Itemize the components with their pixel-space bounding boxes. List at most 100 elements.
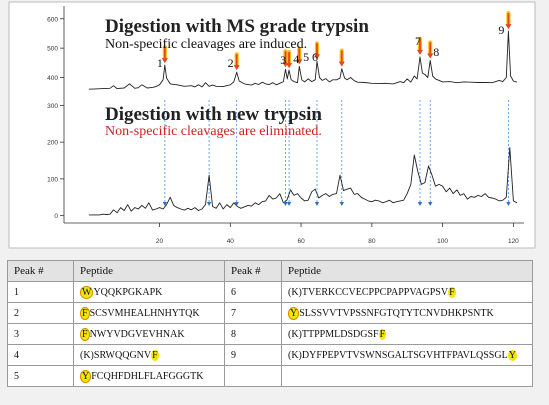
- table-row: 4 (K)SRWQQGNVF 9 (K)DYFPEPVTVSWNSGALTSGV…: [7, 344, 533, 366]
- peak-number: 8: [224, 323, 282, 345]
- peptide-sequence: (K)SRWQQGNVF: [73, 344, 225, 366]
- peak-label: 2: [228, 56, 234, 70]
- panel-bottom-heading: Digestion with new trypsin: [105, 104, 322, 125]
- peak-label: 5: [303, 50, 309, 64]
- panel-bottom-subtitle: Non-specific cleavages are eliminated.: [105, 124, 322, 139]
- blue-marker: [506, 202, 511, 206]
- header-peak-left: Peak #: [7, 260, 74, 282]
- axes: 400 500 600 0 100 200 300 20 40 60 80 100 120: [47, 6, 524, 245]
- y-tick-label: 200: [47, 140, 58, 147]
- chromatogram-trace: [88, 30, 518, 90]
- sequence-rest: NWYVDGVEVHNAK: [89, 328, 185, 340]
- peptide-sequence: F SCSVMHEALHNHYTQK: [73, 302, 225, 324]
- cleavage-residue: Y: [80, 369, 92, 383]
- peak-label: 3: [280, 53, 286, 67]
- blue-marker: [283, 202, 288, 206]
- peak-number: 2: [7, 302, 74, 324]
- y-tick-label: 600: [47, 16, 58, 23]
- peptide-sequence: [281, 365, 533, 387]
- header-peptide-right: Peptide: [281, 260, 533, 282]
- cleavage-arrow-head: [233, 65, 240, 71]
- table-row: 5 Y FCQHFDHLFLAFGGGTK: [7, 365, 533, 387]
- y-tick-label: 400: [47, 75, 58, 82]
- cleavage-residue: Y: [507, 349, 517, 361]
- chromatogram-chart: 400 500 600 0 100 200 300 20 40 60 80 100 120 Digest…: [8, 1, 536, 249]
- peptide-sequence: Y FCQHFDHLFLAFGGGTK: [73, 365, 225, 387]
- panel-top-text: Digestion with MS grade trypsin Non-spec…: [105, 16, 369, 52]
- cleavage-prefix: (K)TTPPMLDSDGSF: [288, 328, 379, 340]
- cleavage-residue: F: [378, 328, 387, 340]
- cleavage-residue: Y: [288, 306, 300, 320]
- peak-number: 6: [224, 281, 282, 303]
- peak-number: 5: [7, 365, 74, 387]
- table-header-row: Peak # Peptide Peak # Peptide: [7, 260, 533, 282]
- sequence-rest: YQQKPGKAPK: [93, 286, 163, 298]
- x-tick-label: 80: [368, 238, 376, 245]
- peak-label: 9: [498, 23, 504, 37]
- panel-top-heading: Digestion with MS grade trypsin: [105, 16, 369, 37]
- peak-number: 9: [224, 344, 282, 366]
- x-tick-label: 20: [156, 238, 164, 245]
- peak-label: 7: [415, 34, 421, 48]
- peak-number: 4: [7, 344, 74, 366]
- cleavage-prefix: (K)TVERKCCVECPPCPAPPVAGPSV: [288, 286, 449, 298]
- chromatogram-trace: [88, 147, 518, 216]
- cleavage-residue: F: [80, 327, 90, 341]
- traces: [88, 30, 518, 216]
- peptide-sequence: Y SLSSVVTVPSSNFGTQTYTCNVDHKPSNTK: [281, 302, 533, 324]
- cleavage-residue: F: [80, 306, 90, 320]
- table-row: 3 F NWYVDGVEVHNAK 8 (K)TTPPMLDSDGSFF: [7, 323, 533, 345]
- y-tick-label: 500: [47, 46, 58, 53]
- cleavage-arrow-head: [286, 63, 293, 69]
- x-tick-label: 100: [437, 238, 448, 245]
- blue-marker: [417, 202, 423, 206]
- peak-number-labels: 1 2 3 4 5 6 78 9: [157, 23, 505, 70]
- y-tick-label: 0: [54, 213, 58, 220]
- plot-area: [8, 1, 536, 249]
- peak-number: 7: [224, 302, 282, 324]
- table-row: 1 W YQQKPGKAPK 6 (K)TVERKCCVECPPCPAPPVAGP…: [7, 281, 533, 303]
- sequence-rest: SLSSVVTVPSSNFGTQTYTCNVDHKPSNTK: [299, 307, 494, 319]
- blue-marker: [339, 202, 344, 206]
- guide-lines: [164, 100, 509, 205]
- header-peak-right: Peak #: [224, 260, 282, 282]
- sequence-rest: FCQHFDHLFLAFGGGTK: [91, 370, 204, 382]
- blue-marker: [286, 202, 292, 206]
- cleavage-residue: F: [151, 349, 159, 361]
- y-tick-label: 300: [47, 103, 58, 110]
- peak-label: 1: [157, 56, 163, 70]
- cleavage-residue: W: [80, 285, 94, 299]
- cleavage-arrow-head: [161, 58, 168, 64]
- cleavage-arrow-head: [427, 53, 434, 59]
- x-tick-label: 60: [297, 238, 305, 245]
- peak-markers: [161, 11, 512, 206]
- sequence-rest: SCSVMHEALHNHYTQK: [89, 307, 200, 319]
- panel-top-subtitle: Non-specific cleavages are induced.: [105, 37, 307, 52]
- header-peptide-left: Peptide: [73, 260, 225, 282]
- blue-marker: [206, 202, 212, 206]
- peak-label: 6: [312, 50, 318, 64]
- peak-number: 1: [7, 281, 74, 303]
- peptide-sequence: (K)DYFPEPVTVSWNSGALTSGVHTFPAVLQSSGLY: [281, 344, 533, 366]
- peptide-table: Peak # Peptide Peak # Peptide 1 W YQQKPGK…: [7, 260, 533, 387]
- cleavage-arrow-head: [296, 59, 303, 65]
- blue-marker: [234, 202, 239, 206]
- blue-marker: [314, 202, 320, 206]
- cleavage-arrow-head: [416, 49, 423, 55]
- panel-bottom-text: Digestion with new trypsin Non-specific …: [105, 104, 322, 139]
- cleavage-prefix: (K)DYFPEPVTVSWNSGALTSGVHTFPAVLQSSGL: [288, 349, 508, 361]
- peptide-sequence: (K)TTPPMLDSDGSFF: [281, 323, 533, 345]
- cleavage-arrow-head: [505, 24, 512, 30]
- x-tick-label: 120: [508, 238, 519, 245]
- cleavage-residue: F: [448, 286, 456, 298]
- blue-marker: [428, 202, 433, 206]
- peak-label: 8: [433, 45, 439, 59]
- peptide-sequence: (K)TVERKCCVECPPCPAPPVAGPSVF: [281, 281, 533, 303]
- cleavage-arrow-head: [338, 61, 345, 67]
- x-tick-label: 40: [227, 238, 235, 245]
- y-tick-label: 100: [47, 176, 58, 183]
- peak-number: 3: [7, 323, 74, 345]
- peptide-sequence: W YQQKPGKAPK: [73, 281, 225, 303]
- cleavage-prefix: (K)SRWQQGNV: [80, 349, 152, 361]
- peak-number: [224, 365, 282, 387]
